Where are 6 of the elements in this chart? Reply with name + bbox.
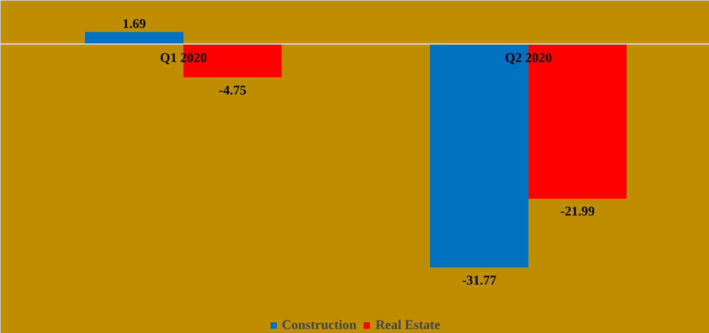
legend-label: Real Estate: [376, 317, 440, 333]
data-label: -31.77: [462, 272, 497, 288]
data-label: -4.75: [218, 82, 247, 98]
data-label: -21.99: [560, 204, 596, 219]
legend-label: Construction: [282, 317, 357, 333]
data-label: 1.69: [122, 16, 146, 32]
